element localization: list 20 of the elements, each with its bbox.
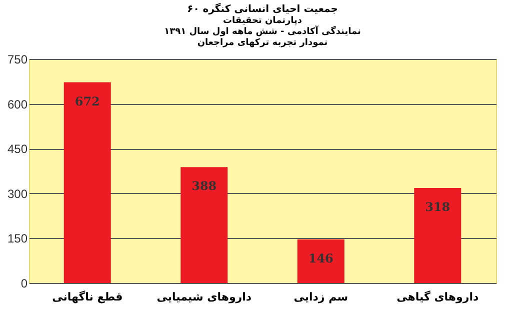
data-label: 672 xyxy=(74,94,100,108)
bar xyxy=(180,167,228,283)
y-tick-label: 600 xyxy=(7,97,28,112)
bar xyxy=(414,188,462,283)
y-tick-label: 300 xyxy=(7,186,28,201)
y-tick-label: 150 xyxy=(7,232,28,246)
chart-subtitle: دپارتمان تحقیقات نمایندگی آکادمی - شش ماهه اول سال ۱۳۹۱ نمودار تجربه ترکهای مراجعان xyxy=(164,16,361,48)
data-label: 146 xyxy=(308,251,334,266)
y-tick-label: 0 xyxy=(20,276,28,290)
bar xyxy=(297,239,344,283)
x-tick-label: قطع ناگهانی xyxy=(52,290,123,304)
data-label: 318 xyxy=(425,200,450,214)
x-tick-label: داروهای گیاهی xyxy=(396,290,479,304)
y-tick-label: 750 xyxy=(7,52,28,66)
x-tick-label: سم زدایی xyxy=(294,290,348,304)
x-tick-label: داروهای شیمیایی xyxy=(156,290,252,304)
y-tick-label: 450 xyxy=(7,142,28,156)
data-label: 388 xyxy=(192,179,217,194)
chart-title: جمعیت احیای انسانی کنگره ۶۰ xyxy=(187,2,338,15)
bar xyxy=(64,82,111,283)
